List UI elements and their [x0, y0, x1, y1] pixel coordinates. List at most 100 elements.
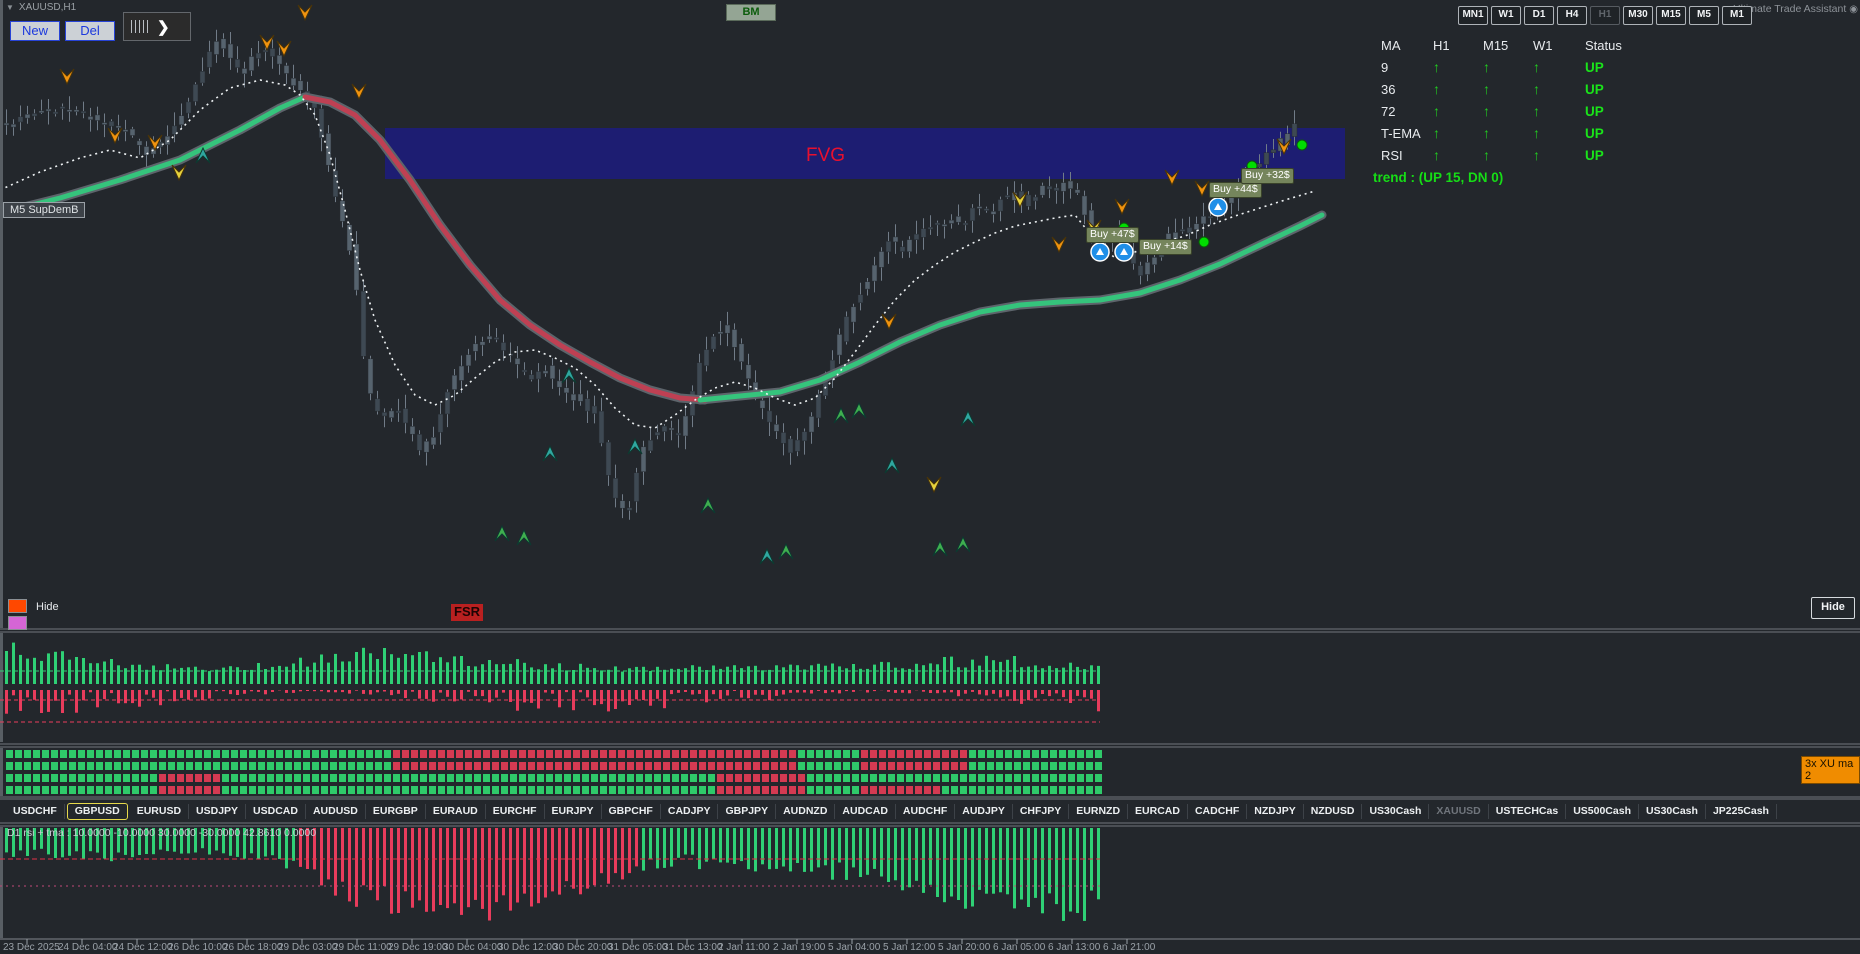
buy-trade-label: Buy +32$	[1241, 168, 1294, 184]
ma-status-value: UP	[1585, 59, 1604, 75]
ma-row-name: 9	[1381, 59, 1389, 75]
time-axis-label: 29 Dec 19:00	[388, 942, 448, 953]
tab-jp225cash-28[interactable]: JP225Cash	[1706, 804, 1777, 819]
sub3-indicator-label: D1 rsi + tma : 10.0000 -10.0000 30.0000 …	[7, 827, 317, 839]
tab-audchf-15[interactable]: AUDCHF	[896, 804, 956, 819]
tf-button-m5[interactable]: M5	[1689, 6, 1719, 25]
bm-badge[interactable]: BM	[726, 4, 776, 21]
time-axis: 23 Dec 2025 24 Dec 04:00 24 Dec 12:00 26 De…	[0, 941, 1860, 954]
tab-gbpjpy-12[interactable]: GBPJPY	[718, 804, 777, 819]
time-axis-label: 6 Jan 21:00	[1103, 942, 1156, 953]
delete-button[interactable]: Del	[65, 21, 115, 41]
up-arrow-icon: ↑	[1533, 103, 1540, 119]
up-arrow-icon: ↑	[1433, 81, 1440, 97]
tab-eurjpy-9[interactable]: EURJPY	[545, 804, 602, 819]
up-arrow-icon: ↑	[1533, 81, 1540, 97]
ma-mode-tag: 3x XU ma 2	[1801, 756, 1860, 784]
tab-eurusd-2[interactable]: EURUSD	[130, 804, 190, 819]
chart-title: XAUUSD,H1	[18, 2, 77, 13]
tab-eurgbp-6[interactable]: EURGBP	[366, 804, 426, 819]
time-axis-label: 5 Jan 20:00	[938, 942, 991, 953]
tab-audjpy-16[interactable]: AUDJPY	[955, 804, 1013, 819]
up-arrow-icon: ↑	[1433, 103, 1440, 119]
ma-row-name: 72	[1381, 103, 1396, 119]
tab-gbpusd-1[interactable]: GBPUSD	[66, 803, 128, 820]
ma-status-panel: MA H1 M15 W1 Status 9 ↑ ↑ ↑ UP 36 ↑ ↑ ↑ UP 72 ↑ ↑ ↑ UP T-EMA…	[1381, 34, 1657, 166]
tf-button-w1[interactable]: W1	[1491, 6, 1521, 25]
tab-us30cash-27[interactable]: US30Cash	[1639, 804, 1706, 819]
time-axis-label: 5 Jan 12:00	[883, 942, 936, 953]
legend-swatch-violet[interactable]	[8, 616, 27, 630]
ma-status-value: UP	[1585, 103, 1604, 119]
supdem-tooltip: M5 SupDemB	[3, 202, 86, 218]
tab-eurcad-19[interactable]: EURCAD	[1128, 804, 1188, 819]
tf-button-mn1[interactable]: MN1	[1458, 6, 1488, 25]
tab-cadjpy-11[interactable]: CADJPY	[661, 804, 719, 819]
time-axis-label: 5 Jan 04:00	[828, 942, 881, 953]
ma-header-status: Status	[1585, 37, 1622, 53]
tf-button-h4[interactable]: H4	[1557, 6, 1587, 25]
scroll-forward-button[interactable]: ❯	[123, 12, 191, 41]
tab-us30cash-23[interactable]: US30Cash	[1362, 804, 1430, 819]
buy-trade-label: Buy +44$	[1209, 182, 1262, 198]
tab-audusd-5[interactable]: AUDUSD	[306, 804, 366, 819]
new-order-button[interactable]: New	[10, 21, 60, 41]
time-axis-label: 30 Dec 04:00	[443, 942, 503, 953]
tf-button-m15[interactable]: M15	[1656, 6, 1686, 25]
tab-ustechcas-25[interactable]: USTECHCas	[1489, 804, 1567, 819]
tab-us500cash-26[interactable]: US500Cash	[1566, 804, 1639, 819]
legend-swatch-orange[interactable]	[8, 599, 27, 613]
tf-button-m30[interactable]: M30	[1623, 6, 1653, 25]
up-arrow-icon: ↑	[1433, 147, 1440, 163]
ma-row-name: RSI	[1381, 147, 1403, 163]
tab-eurchf-8[interactable]: EURCHF	[486, 804, 545, 819]
time-axis-label: 31 Dec 05:00	[608, 942, 668, 953]
ma-row-name: T-EMA	[1381, 125, 1421, 141]
up-arrow-icon: ↑	[1433, 125, 1440, 141]
fvg-zone-label: FVG	[806, 145, 846, 166]
time-axis-label: 6 Jan 05:00	[993, 942, 1046, 953]
assistant-label-row: Ultimate Trade Assistant ◉	[1733, 3, 1858, 15]
up-arrow-icon: ↑	[1533, 59, 1540, 75]
ma-row-name: 36	[1381, 81, 1396, 97]
symbol-tab-bar: USDCHF GBPUSD EURUSD USDJPY USDCAD AUDUSD EURG…	[0, 800, 1860, 823]
ma-header-h1: H1	[1433, 37, 1450, 53]
tf-button-d1[interactable]: D1	[1524, 6, 1554, 25]
tab-xauusd-24[interactable]: XAUUSD	[1429, 804, 1489, 819]
up-arrow-icon: ↑	[1433, 59, 1440, 75]
tab-euraud-7[interactable]: EURAUD	[426, 804, 486, 819]
tf-button-h1[interactable]: H1	[1590, 6, 1620, 25]
time-axis-label: 26 Dec 10:00	[168, 942, 228, 953]
tab-nzdjpy-21[interactable]: NZDJPY	[1247, 804, 1304, 819]
ma-header-ma: MA	[1381, 37, 1401, 53]
tab-usdchf-0[interactable]: USDCHF	[6, 804, 65, 819]
tab-audcad-14[interactable]: AUDCAD	[835, 804, 896, 819]
hide-button[interactable]: Hide	[1811, 597, 1855, 619]
tab-nzdusd-22[interactable]: NZDUSD	[1304, 804, 1363, 819]
tab-gbpchf-10[interactable]: GBPCHF	[602, 804, 661, 819]
ma-status-value: UP	[1585, 81, 1604, 97]
ma-header-w1: W1	[1533, 37, 1553, 53]
up-arrow-icon: ↑	[1533, 147, 1540, 163]
time-axis-label: 2 Jan 19:00	[773, 942, 826, 953]
tab-chfjpy-17[interactable]: CHFJPY	[1013, 804, 1070, 819]
up-arrow-icon: ↑	[1483, 59, 1490, 75]
tab-usdcad-4[interactable]: USDCAD	[246, 804, 306, 819]
assistant-title: Ultimate Trade Assistant	[1733, 3, 1847, 15]
time-axis-label: 24 Dec 12:00	[113, 942, 173, 953]
tab-eurnzd-18[interactable]: EURNZD	[1069, 804, 1129, 819]
time-axis-label: 30 Dec 20:00	[553, 942, 613, 953]
tab-usdjpy-3[interactable]: USDJPY	[189, 804, 247, 819]
trend-summary: trend : (UP 15, DN 0)	[1373, 170, 1504, 185]
ma-status-value: UP	[1585, 147, 1604, 163]
tf-button-m1[interactable]: M1	[1722, 6, 1752, 25]
time-axis-label: 31 Dec 13:00	[663, 942, 723, 953]
tab-cadchf-20[interactable]: CADCHF	[1188, 804, 1248, 819]
up-arrow-icon: ↑	[1483, 103, 1490, 119]
ma-header-m15: M15	[1483, 37, 1509, 53]
legend-hide-label[interactable]: Hide	[36, 601, 59, 613]
tab-audnzd-13[interactable]: AUDNZD	[776, 804, 836, 819]
time-axis-label: 24 Dec 04:00	[58, 942, 118, 953]
